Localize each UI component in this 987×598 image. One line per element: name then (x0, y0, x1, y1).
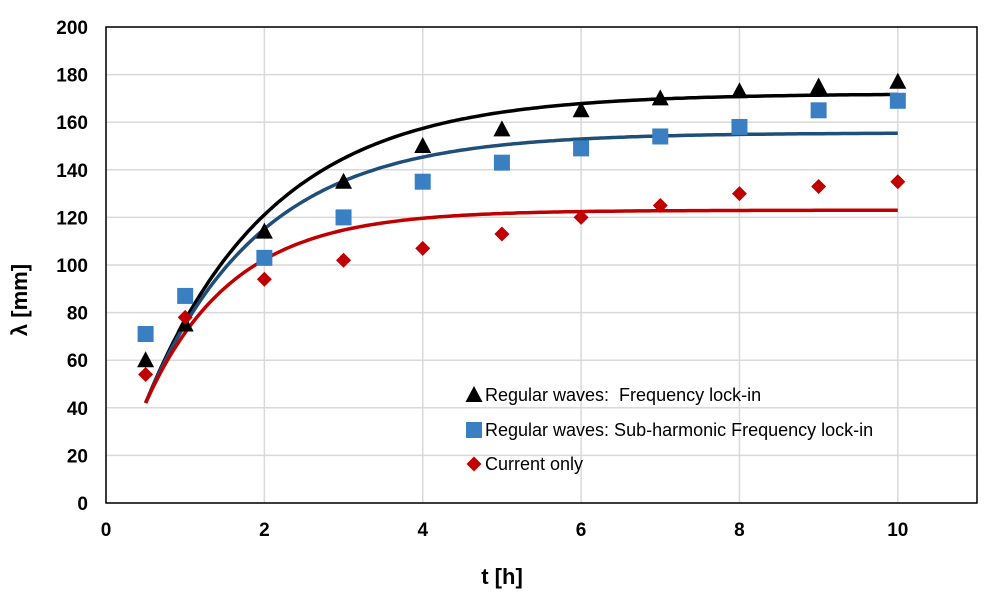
y-tick-label: 200 (56, 18, 88, 39)
x-tick-label: 2 (259, 520, 270, 541)
data-point-series-2 (335, 209, 352, 226)
data-markers (137, 72, 907, 382)
y-tick-label: 40 (67, 399, 88, 420)
data-point-series-2 (414, 173, 431, 190)
data-point-series-1 (730, 82, 748, 99)
legend-marker-series-2 (466, 422, 482, 438)
legend-label-series-2: Regular waves: Sub-harmonic Frequency lo… (485, 420, 873, 440)
y-tick-label: 20 (67, 446, 88, 467)
data-point-series-3 (415, 240, 431, 256)
y-tick-label: 100 (56, 256, 88, 277)
data-point-series-2 (652, 128, 669, 145)
data-point-series-1 (414, 137, 432, 153)
plot-area-frame (105, 26, 978, 504)
y-tick-label: 140 (56, 161, 88, 182)
y-tick-label: 0 (77, 494, 88, 515)
data-point-series-1 (810, 77, 828, 94)
fit-curve-series-1 (143, 92, 898, 404)
x-tick-label: 6 (576, 520, 587, 541)
legend: Regular waves: Frequency lock-in Regular … (465, 385, 873, 474)
data-point-series-2 (810, 102, 827, 119)
data-point-series-3 (573, 209, 589, 225)
y-tick-label: 80 (67, 304, 88, 325)
data-point-series-1 (651, 89, 669, 106)
data-point-series-2 (137, 326, 154, 343)
data-point-series-2 (889, 92, 906, 109)
y-tick-label: 120 (56, 208, 88, 229)
data-point-series-3 (811, 178, 827, 194)
y-tick-label: 60 (67, 351, 88, 372)
data-point-series-3 (138, 366, 154, 382)
data-point-series-1 (255, 222, 273, 239)
legend-marker-series-1 (465, 386, 483, 402)
data-point-series-3 (177, 309, 193, 325)
data-point-series-2 (573, 140, 590, 157)
data-point-series-1 (572, 101, 590, 118)
y-axis-tick-labels: 0 20 40 60 80 100 120 140 160 180 200 (56, 18, 88, 515)
data-point-series-2 (177, 287, 194, 304)
x-tick-label: 4 (417, 520, 428, 541)
y-tick-label: 180 (56, 66, 88, 87)
x-tick-label: 0 (101, 520, 112, 541)
data-point-series-3 (494, 226, 510, 242)
data-point-series-1 (137, 351, 155, 368)
data-point-series-3 (731, 186, 747, 202)
x-tick-label: 8 (734, 520, 745, 541)
data-point-series-2 (731, 118, 748, 135)
legend-marker-series-3 (466, 456, 482, 472)
data-point-series-1 (493, 120, 511, 137)
legend-label-series-3: Current only (485, 454, 583, 474)
data-point-series-3 (336, 252, 352, 268)
y-tick-label: 160 (56, 113, 88, 134)
data-point-series-1 (889, 72, 907, 89)
x-axis-tick-labels: 0 2 4 6 8 10 (101, 520, 909, 541)
data-point-series-1 (335, 172, 353, 189)
data-point-series-3 (652, 198, 668, 213)
x-tick-label: 10 (887, 520, 908, 541)
fit-curve-series-2 (143, 131, 898, 404)
y-axis-title: λ [mm] (7, 264, 32, 336)
data-point-series-3 (256, 271, 272, 287)
x-axis-title: t [h] (481, 564, 523, 589)
data-point-series-2 (493, 154, 510, 171)
legend-label-series-1: Regular waves: Frequency lock-in (485, 385, 761, 405)
data-point-series-2 (256, 249, 273, 266)
data-point-series-3 (890, 174, 906, 190)
